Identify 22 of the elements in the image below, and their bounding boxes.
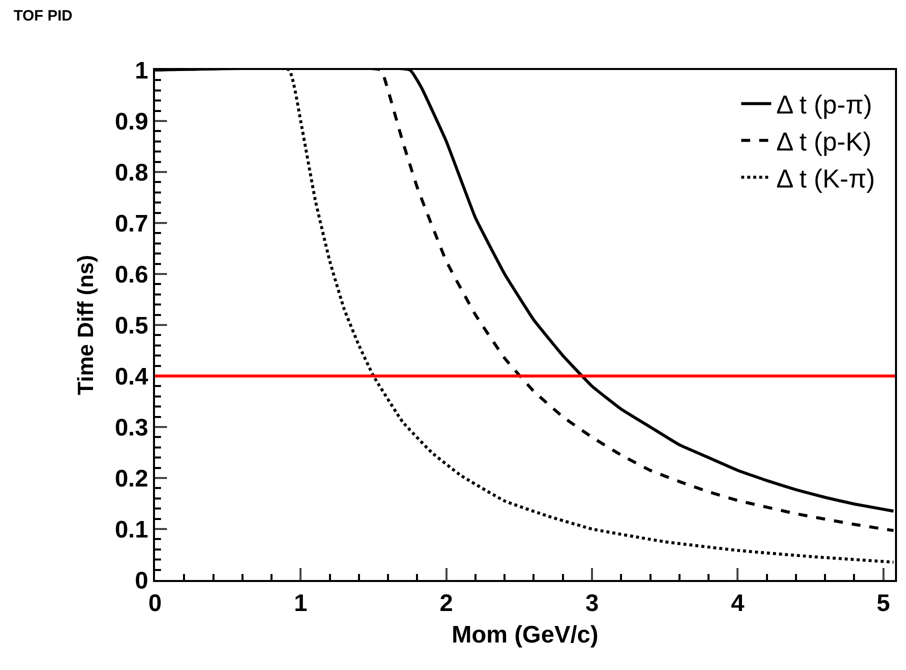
x-tick-label: 3 <box>585 590 599 617</box>
chart-title: TOF PID <box>14 8 73 25</box>
y-tick-label: 0.6 <box>114 261 148 288</box>
x-tick-label: 1 <box>294 590 308 617</box>
y-tick-label: 1 <box>134 57 148 84</box>
legend-label: Δ t (p-π) <box>776 90 872 120</box>
y-tick-label: 0 <box>134 567 148 594</box>
y-tick-label: 0.3 <box>114 414 148 442</box>
y-tick-label: 0.4 <box>114 363 149 390</box>
x-tick-label: 4 <box>731 590 745 617</box>
y-tick-label: 0.2 <box>114 465 148 492</box>
y-tick-label: 0.8 <box>114 159 148 186</box>
y-tick-label: 0.5 <box>114 312 148 340</box>
legend-label: Δ t (K-π) <box>776 163 876 194</box>
legend-label: Δ t (p-K) <box>776 126 872 157</box>
x-tick-label: 2 <box>440 590 454 617</box>
y-tick-label: 0.9 <box>114 108 148 136</box>
y-tick-label: 0.7 <box>114 210 148 238</box>
x-tick-label: 5 <box>876 590 890 617</box>
y-tick-label: 0.1 <box>114 516 148 544</box>
y-axis-title: Time Diff (ns) <box>73 254 98 396</box>
x-axis-title: Mom (GeV/c) <box>452 622 598 649</box>
